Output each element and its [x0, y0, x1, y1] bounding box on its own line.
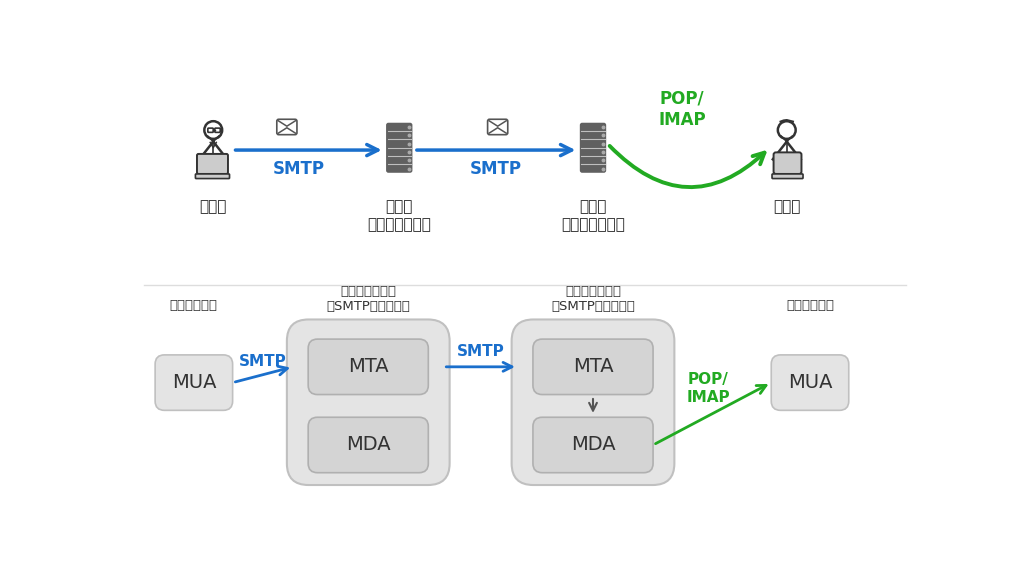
Text: SMTP: SMTP: [470, 160, 522, 178]
FancyBboxPatch shape: [308, 417, 428, 473]
FancyBboxPatch shape: [155, 355, 232, 411]
Text: 受信者: 受信者: [773, 199, 801, 214]
Text: MTA: MTA: [348, 358, 388, 376]
FancyBboxPatch shape: [771, 355, 849, 411]
FancyBboxPatch shape: [580, 123, 606, 173]
Text: POP/
IMAP: POP/ IMAP: [658, 90, 706, 129]
FancyBboxPatch shape: [532, 339, 653, 395]
Text: MTA: MTA: [572, 358, 613, 376]
FancyBboxPatch shape: [276, 119, 297, 135]
Text: メールソフト: メールソフト: [786, 299, 834, 312]
FancyBboxPatch shape: [197, 154, 228, 174]
Text: MUA: MUA: [172, 373, 216, 392]
Text: 受信側
メールサーバー: 受信側 メールサーバー: [561, 199, 625, 232]
Text: メールソフト: メールソフト: [170, 299, 218, 312]
Text: MDA: MDA: [346, 435, 390, 455]
Text: POP/
IMAP: POP/ IMAP: [686, 372, 730, 404]
Text: 送信者: 送信者: [200, 199, 227, 214]
FancyBboxPatch shape: [386, 123, 413, 173]
Text: メールサーバー
（SMTPサーバー）: メールサーバー （SMTPサーバー）: [551, 285, 635, 314]
Text: SMTP: SMTP: [239, 354, 287, 368]
Text: MUA: MUA: [787, 373, 833, 392]
FancyBboxPatch shape: [532, 417, 653, 473]
FancyBboxPatch shape: [512, 319, 675, 485]
FancyBboxPatch shape: [487, 119, 508, 135]
Text: 送信側
メールサーバー: 送信側 メールサーバー: [368, 199, 431, 232]
Text: MDA: MDA: [570, 435, 615, 455]
FancyBboxPatch shape: [772, 174, 803, 179]
FancyBboxPatch shape: [196, 174, 229, 179]
Text: SMTP: SMTP: [272, 160, 325, 178]
FancyBboxPatch shape: [773, 152, 802, 174]
Text: SMTP: SMTP: [457, 344, 505, 359]
FancyBboxPatch shape: [308, 339, 428, 395]
FancyBboxPatch shape: [287, 319, 450, 485]
Text: メールサーバー
（SMTPサーバー）: メールサーバー （SMTPサーバー）: [327, 285, 411, 314]
